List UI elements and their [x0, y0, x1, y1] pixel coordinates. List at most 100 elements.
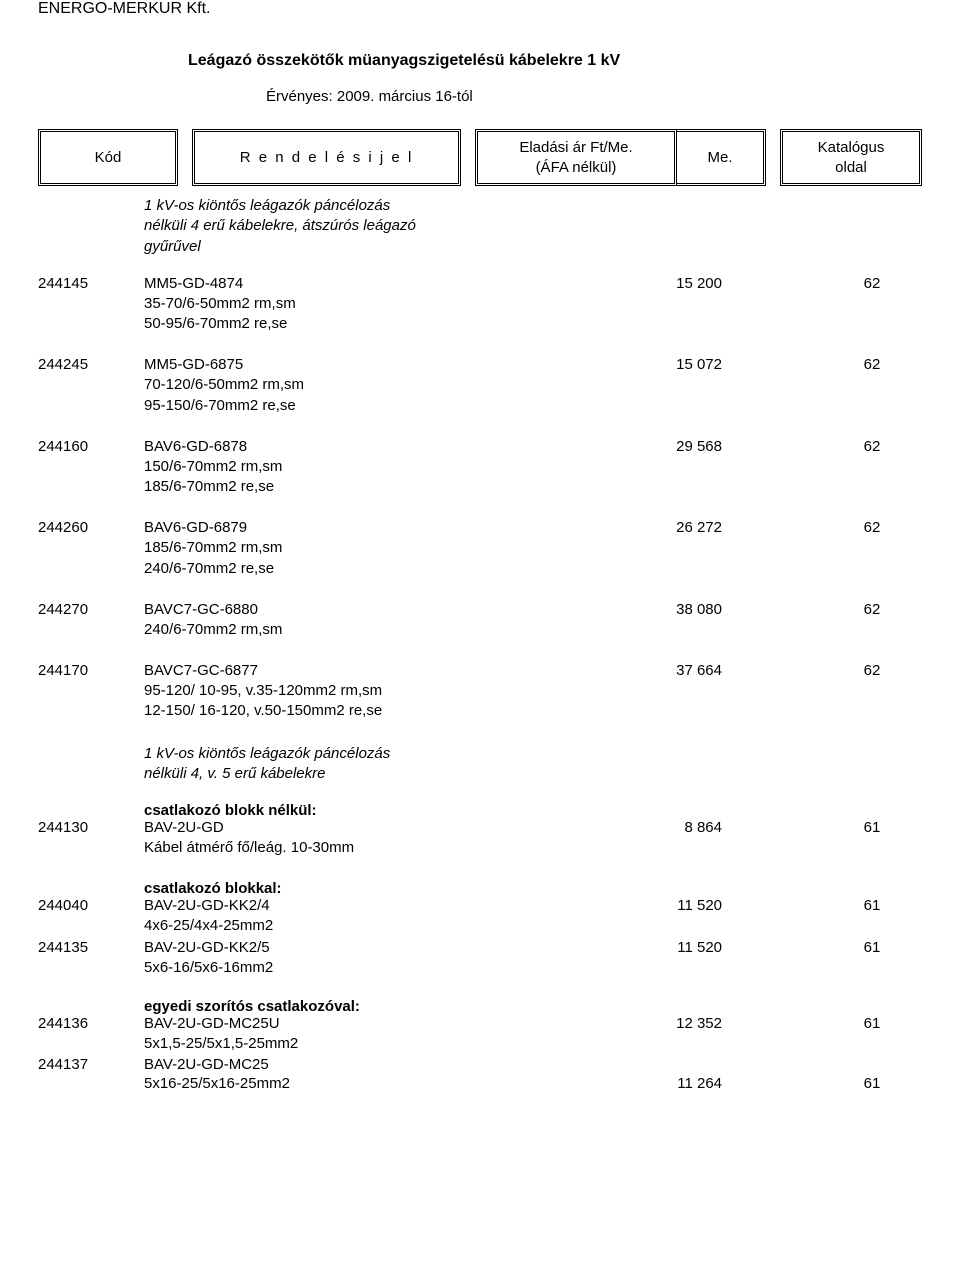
item-name: MM5-GD-6875 [144, 356, 542, 373]
item-name: BAV-2U-GD-KK2/4 [144, 897, 542, 914]
section1-l2: nélküli 4 erű kábelekre, átszúrós leágaz… [144, 216, 922, 236]
item-price: 8 864 [542, 819, 762, 836]
item-sub: 240/6-70mm2 rm,sm [144, 620, 922, 640]
table-row: 244130BAV-2U-GD8 86461 [38, 819, 922, 836]
table-row: 5x16-25/5x16-25mm211 264 61 [38, 1075, 922, 1092]
page-title: Leágazó összekötők müanyagszigetelésü ká… [188, 52, 922, 70]
table-row: 244040BAV-2U-GD-KK2/411 520 61 [38, 897, 922, 914]
item-price: 26 272 [542, 519, 762, 536]
price-item: 244160BAV6-GD-687829 568 62 150/6-70mm2 rm… [38, 438, 922, 498]
table-row: 244145MM5-GD-487415 200 62 [38, 275, 922, 292]
item-code: 244135 [38, 939, 144, 956]
item-code: 244170 [38, 662, 144, 679]
item-sub: 185/6-70mm2 re,se [144, 477, 922, 497]
table-row: 244160BAV6-GD-687829 568 62 [38, 438, 922, 455]
section2-l1: 1 kV-os kiöntős leágazók páncélozás [144, 744, 922, 764]
item-page: 62 [822, 662, 922, 679]
item-price: 29 568 [542, 438, 762, 455]
item-list-2c: 244136BAV-2U-GD-MC25U12 352615x1,5-25/5x… [38, 1015, 922, 1092]
item-page: 61 [822, 1075, 922, 1092]
table-row: 244170BAVC7-GC-687737 664 62 [38, 662, 922, 679]
section-heading-1: 1 kV-os kiöntős leágazók páncélozás nélk… [144, 196, 922, 257]
item-page: 61 [822, 897, 922, 914]
validity-text: Érvényes: 2009. március 16-tól [266, 88, 922, 105]
item-page: 62 [822, 356, 922, 373]
price-item: 244270BAVC7-GC-688038 080 62 240/6-70mm2 r… [38, 601, 922, 640]
item-price: 15 072 [542, 356, 762, 373]
item-code: 244137 [38, 1056, 144, 1073]
table-row: 244260BAV6-GD-687926 27262 [38, 519, 922, 536]
table-row: 244137BAV-2U-GD-MC25 [38, 1056, 922, 1073]
header-price: Eladási ár Ft/Me. (ÁFA nélkül) [475, 129, 677, 186]
item-page: 61 [822, 939, 922, 956]
item-page: 62 [822, 438, 922, 455]
section1-l3: gyűrűvel [144, 237, 922, 257]
section-heading-2: 1 kV-os kiöntős leágazók páncélozás nélk… [144, 744, 922, 785]
header-me: Me. [677, 129, 766, 186]
item-page: 61 [822, 819, 922, 836]
item-name: MM5-GD-4874 [144, 275, 542, 292]
item-code: 244245 [38, 356, 144, 373]
item-page: 62 [822, 275, 922, 292]
item-code: 244270 [38, 601, 144, 618]
item-code: 244160 [38, 438, 144, 455]
item-name: BAV6-GD-6878 [144, 438, 542, 455]
price-item: 244135BAV-2U-GD-KK2/511 52061 5x6-16/5x6-… [38, 939, 922, 978]
item-list-2a: 244130BAV-2U-GD8 86461Kábel átmérő fő/le… [38, 819, 922, 858]
price-item: 244260BAV6-GD-687926 27262185/6-70mm2 rm… [38, 519, 922, 579]
price-item: 244130BAV-2U-GD8 86461Kábel átmérő fő/le… [38, 819, 922, 858]
item-name: BAV-2U-GD-MC25U [144, 1015, 542, 1032]
company-name: ENERGO-MERKUR Kft. [38, 0, 922, 18]
item-sub: Kábel átmérő fő/leág. 10-30mm [144, 838, 922, 858]
price-item: 244245MM5-GD-687515 072 62 70-120/6-50mm2 … [38, 356, 922, 416]
header-kat-l2: oldal [835, 158, 867, 178]
item-list-2b: 244040BAV-2U-GD-KK2/411 520 61 4x6-25/4x4-… [38, 897, 922, 978]
item-name: BAV-2U-GD-KK2/5 [144, 939, 542, 956]
item-code: 244130 [38, 819, 144, 836]
item-sub: 50-95/6-70mm2 re,se [144, 314, 922, 334]
header-price-l1: Eladási ár Ft/Me. [519, 138, 632, 158]
item-price: 38 080 [542, 601, 762, 618]
item-code: 244260 [38, 519, 144, 536]
sub-heading-a: csatlakozó blokk nélkül: [144, 802, 922, 819]
item-price: 11 264 [542, 1075, 762, 1092]
item-sub: 12-150/ 16-120, v.50-150mm2 re,se [144, 701, 922, 721]
sub-heading-b: csatlakozó blokkal: [144, 880, 922, 897]
item-sub: 5x6-16/5x6-16mm2 [144, 958, 922, 978]
table-row: 244135BAV-2U-GD-KK2/511 52061 [38, 939, 922, 956]
item-price: 37 664 [542, 662, 762, 679]
item-sub: 240/6-70mm2 re,se [144, 559, 922, 579]
price-item: 244137BAV-2U-GD-MC25 5x16-25/5x16-25mm211… [38, 1056, 922, 1092]
price-item: 244145MM5-GD-487415 200 62 35-70/6-50mm2 r… [38, 275, 922, 335]
item-price: 15 200 [542, 275, 762, 292]
header-rendelesi: R e n d e l é s i j e l [192, 129, 461, 186]
item-page: 62 [822, 601, 922, 618]
table-row: 244245MM5-GD-687515 072 62 [38, 356, 922, 373]
header-kod: Kód [38, 129, 178, 186]
item-page: 61 [822, 1015, 922, 1032]
item-code: 244145 [38, 275, 144, 292]
column-header-row: Kód R e n d e l é s i j e l Eladási ár F… [38, 129, 922, 186]
item-name: BAV-2U-GD-MC25 [144, 1056, 542, 1073]
item-sub: 5x16-25/5x16-25mm2 [144, 1075, 542, 1092]
price-item: 244170BAVC7-GC-687737 664 62 95-120/ 10-95… [38, 662, 922, 722]
price-item: 244136BAV-2U-GD-MC25U12 352615x1,5-25/5x… [38, 1015, 922, 1054]
item-sub: 35-70/6-50mm2 rm,sm [144, 294, 922, 314]
item-name: BAVC7-GC-6880 [144, 601, 542, 618]
item-price: 11 520 [542, 897, 762, 914]
item-sub: 185/6-70mm2 rm,sm [144, 538, 922, 558]
table-row: 244270BAVC7-GC-688038 080 62 [38, 601, 922, 618]
section2-l2: nélküli 4, v. 5 erű kábelekre [144, 764, 922, 784]
item-sub: 4x6-25/4x4-25mm2 [144, 916, 922, 936]
item-sub: 150/6-70mm2 rm,sm [144, 457, 922, 477]
item-page: 62 [822, 519, 922, 536]
item-list-1: 244145MM5-GD-487415 200 62 35-70/6-50mm2 r… [38, 275, 922, 722]
item-name: BAVC7-GC-6877 [144, 662, 542, 679]
item-sub: 70-120/6-50mm2 rm,sm [144, 375, 922, 395]
item-price: 12 352 [542, 1015, 762, 1032]
item-sub: 5x1,5-25/5x1,5-25mm2 [144, 1034, 922, 1054]
item-code: 244040 [38, 897, 144, 914]
item-sub: 95-120/ 10-95, v.35-120mm2 rm,sm [144, 681, 922, 701]
section1-l1: 1 kV-os kiöntős leágazók páncélozás [144, 196, 922, 216]
price-item: 244040BAV-2U-GD-KK2/411 520 61 4x6-25/4x4-… [38, 897, 922, 936]
